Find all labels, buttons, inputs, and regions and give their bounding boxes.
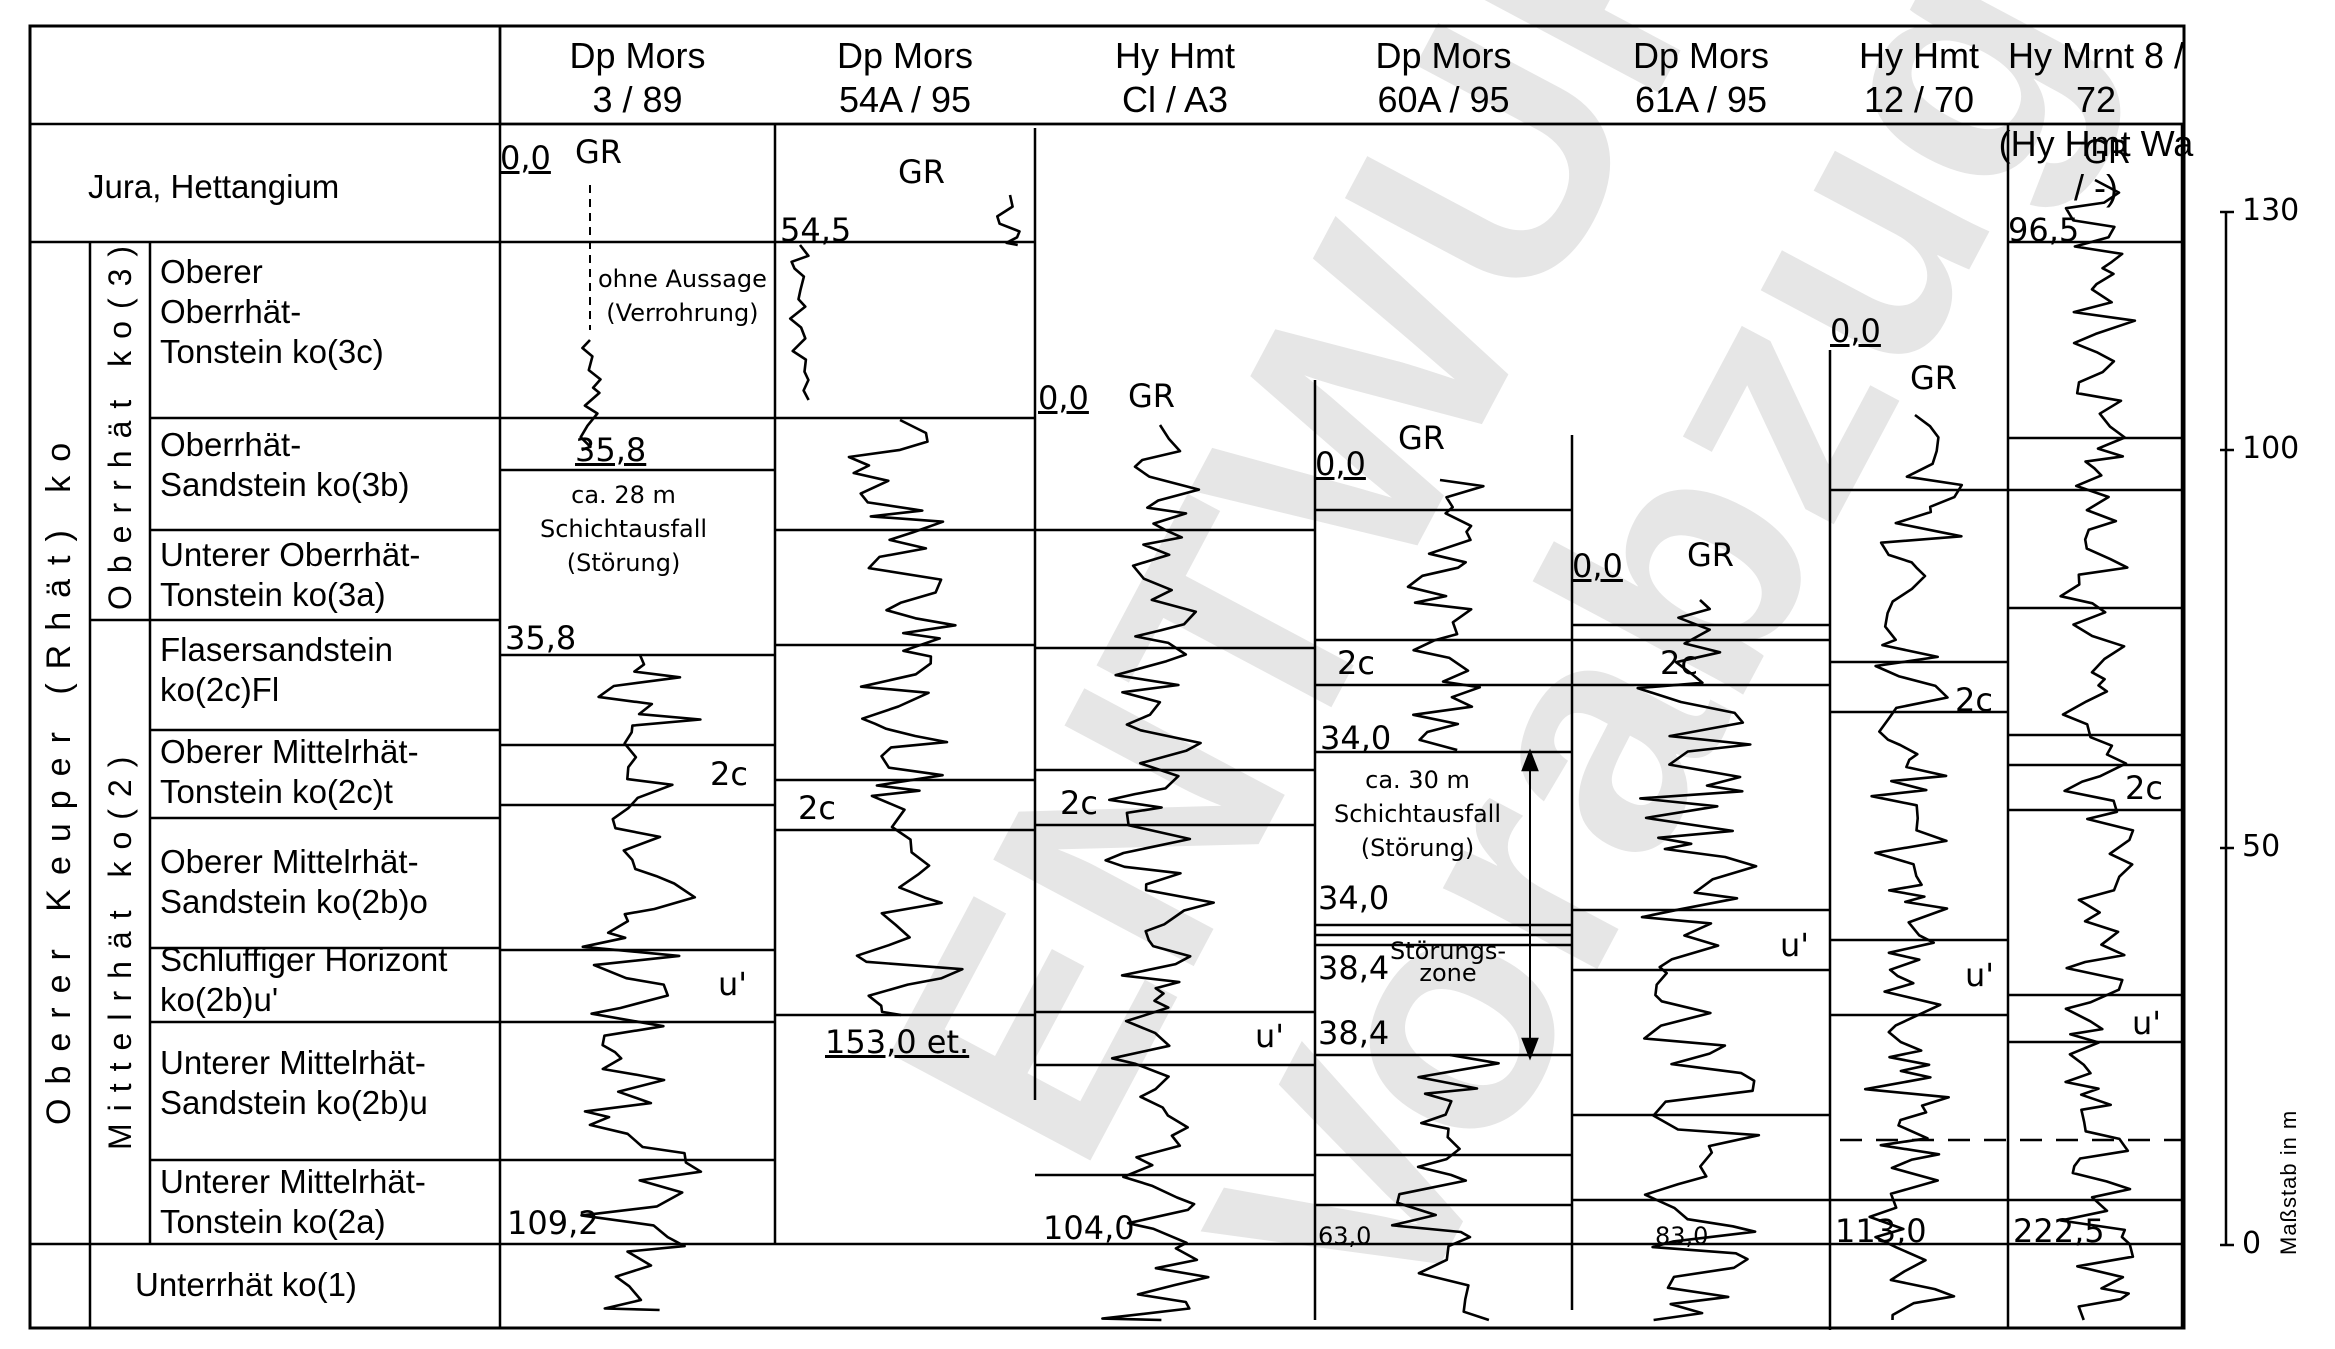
w2-gr-curve-upper <box>788 244 810 401</box>
w7-2c: 2c <box>2125 769 2163 807</box>
scale-tick-100: 100 <box>2242 431 2300 466</box>
w4-top-depth: 0,0 <box>1315 445 1366 483</box>
w7-gr-curve <box>2059 178 2137 1321</box>
w1-bottom-depth: 109,2 <box>507 1204 599 1242</box>
w6-top-depth: 0,0 <box>1830 312 1881 350</box>
w6-gr-label: GR <box>1910 359 1958 397</box>
w6-2c: 2c <box>1955 681 1993 719</box>
w2-bottom-depth: 153,0 et. <box>825 1023 970 1061</box>
w5-bottom-depth: 83,0 <box>1655 1222 1709 1250</box>
unit-ko2bu-prime: Schluffiger Horizont ko(2b)u' <box>160 941 448 1018</box>
w4-schichtausfall: ca. 30 m Schichtausfall (Störung) <box>1333 766 1502 862</box>
w4-gr-label: GR <box>1398 419 1446 457</box>
well-header-w1: Dp Mors 3 / 89 <box>500 34 775 122</box>
w4-bottom-depth: 63,0 <box>1318 1222 1372 1250</box>
w7-gr-label: GR <box>2083 133 2131 171</box>
w7-bottom-depth: 222,5 <box>2013 1212 2105 1250</box>
w2-gr-curve <box>847 418 964 1017</box>
well-header-w4: Dp Mors 60A / 95 <box>1315 34 1572 122</box>
w4-depth-34-0b: 34,0 <box>1318 879 1390 917</box>
w4-depth-38-4a: 38,4 <box>1318 949 1390 987</box>
well-name: Dp Mors <box>569 35 706 76</box>
scale-label: Maßstab in m <box>2276 1109 2301 1255</box>
w6-bottom-depth: 113,0 <box>1835 1212 1927 1250</box>
well-name: Dp Mors <box>1375 35 1512 76</box>
unit-ko2ct: Oberer Mittelrhät- Tonstein ko(2c)t <box>160 733 419 810</box>
well-header-w5: Dp Mors 61A / 95 <box>1572 34 1830 122</box>
unterrhaet-label: Unterrhät ko(1) <box>135 1266 357 1303</box>
w1-gr-curve-upper <box>579 339 602 452</box>
w6-gr-curve <box>1863 413 1964 1321</box>
well-header-w7: Hy Mrnt 8 / 72 (Hy Hmt Wa / -) <box>1996 34 2196 210</box>
w1-gr-label: GR <box>575 133 623 171</box>
w4-gr-curve-lower <box>1390 1053 1500 1322</box>
unit-ko3c: Oberer Oberrhät- Tonstein ko(3c) <box>160 253 384 370</box>
well-name: Dp Mors <box>1632 35 1770 76</box>
w1-u: u' <box>718 965 748 1003</box>
w3-gr-label: GR <box>1128 377 1176 415</box>
w3-u: u' <box>1255 1017 1285 1055</box>
w1-2c: 2c <box>710 755 748 793</box>
well-id: 12 / 70 <box>1863 79 1975 120</box>
w4-depth-38-4b: 38,4 <box>1318 1014 1390 1052</box>
unit-ko2cfl: Flasersandstein ko(2c)Fl <box>160 631 393 708</box>
w1-depth-35-8a: 35,8 <box>575 431 647 469</box>
well-name: Hy Mrnt 8 / 72 <box>2007 35 2185 120</box>
w7-u: u' <box>2132 1004 2162 1042</box>
well-name: Hy Hmt <box>1115 35 1235 76</box>
w5-2c: 2c <box>1660 644 1698 682</box>
jura-label: Jura, Hettangium <box>88 168 340 205</box>
w5-top-depth: 0,0 <box>1572 547 1623 585</box>
well-id: Cl / A3 <box>1121 79 1229 120</box>
w2-gr-curve-right <box>996 194 1021 247</box>
well-header-w6: Hy Hmt 12 / 70 <box>1830 34 2008 122</box>
w3-top-depth: 0,0 <box>1038 379 1089 417</box>
scale-tick-50: 50 <box>2242 829 2281 864</box>
well-id: 61A / 95 <box>1634 79 1768 120</box>
unit-ko3b: Oberrhät- Sandstein ko(3b) <box>160 426 410 503</box>
w2-gr-label: GR <box>898 153 946 191</box>
scale-tick-130: 130 <box>2242 193 2300 228</box>
mittelrhaet-label: Mittelrhät ko(2) <box>102 744 138 1150</box>
w1-gr-curve-lower <box>580 654 703 1312</box>
w2-top-depth: 54,5 <box>780 211 852 249</box>
well-name: Dp Mors <box>836 35 974 76</box>
well-id: 60A / 95 <box>1377 79 1510 120</box>
unit-ko2a: Unterer Mittelrhät- Tonstein ko(2a) <box>160 1163 426 1240</box>
w5-u: u' <box>1780 926 1810 964</box>
w4-gr-curve-upper <box>1406 478 1485 752</box>
w2-2c: 2c <box>798 789 836 827</box>
w3-bottom-depth: 104,0 <box>1043 1209 1135 1247</box>
w4-depth-34-0a: 34,0 <box>1320 719 1392 757</box>
well-header-w3: Hy Hmt Cl / A3 <box>1035 34 1315 122</box>
well-header-w2: Dp Mors 54A / 95 <box>775 34 1035 122</box>
well-name: Hy Hmt <box>1859 35 1979 76</box>
well-id: 54A / 95 <box>838 79 972 120</box>
unit-ko3a: Unterer Oberrhät- Tonstein ko(3a) <box>160 536 421 613</box>
w4-2c: 2c <box>1337 644 1375 682</box>
w5-gr-label: GR <box>1687 536 1735 574</box>
w1-ohne-aussage: ohne Aussage (Verrohrung) <box>598 265 767 327</box>
w1-depth-35-8b: 35,8 <box>505 619 577 657</box>
w3-2c: 2c <box>1060 784 1098 822</box>
unit-ko2bo: Oberer Mittelrhät- Sandstein ko(2b)o <box>160 843 428 920</box>
well-id: 3 / 89 <box>592 79 683 120</box>
well-id: (Hy Hmt Wa / -) <box>1998 123 2194 208</box>
w1-top-depth: 0,0 <box>500 139 551 177</box>
oberrhaet-label: Oberrhät ko(3) <box>102 233 138 610</box>
w1-schichtausfall: ca. 28 m Schichtausfall (Störung) <box>540 481 708 577</box>
w4-stoerungszone: Störungs- zone <box>1390 937 1507 987</box>
w7-top-depth: 96,5 <box>2008 211 2080 249</box>
w3-gr-curve <box>1101 424 1215 1322</box>
oberer-keuper-label: Oberer Keuper (Rhät) ko <box>40 428 78 1125</box>
scale-tick-0: 0 <box>2242 1226 2262 1261</box>
w5-gr-curve <box>1636 599 1761 1322</box>
w6-u: u' <box>1965 956 1995 994</box>
unit-ko2bu: Unterer Mittelrhät- Sandstein ko(2b)u <box>160 1044 428 1121</box>
